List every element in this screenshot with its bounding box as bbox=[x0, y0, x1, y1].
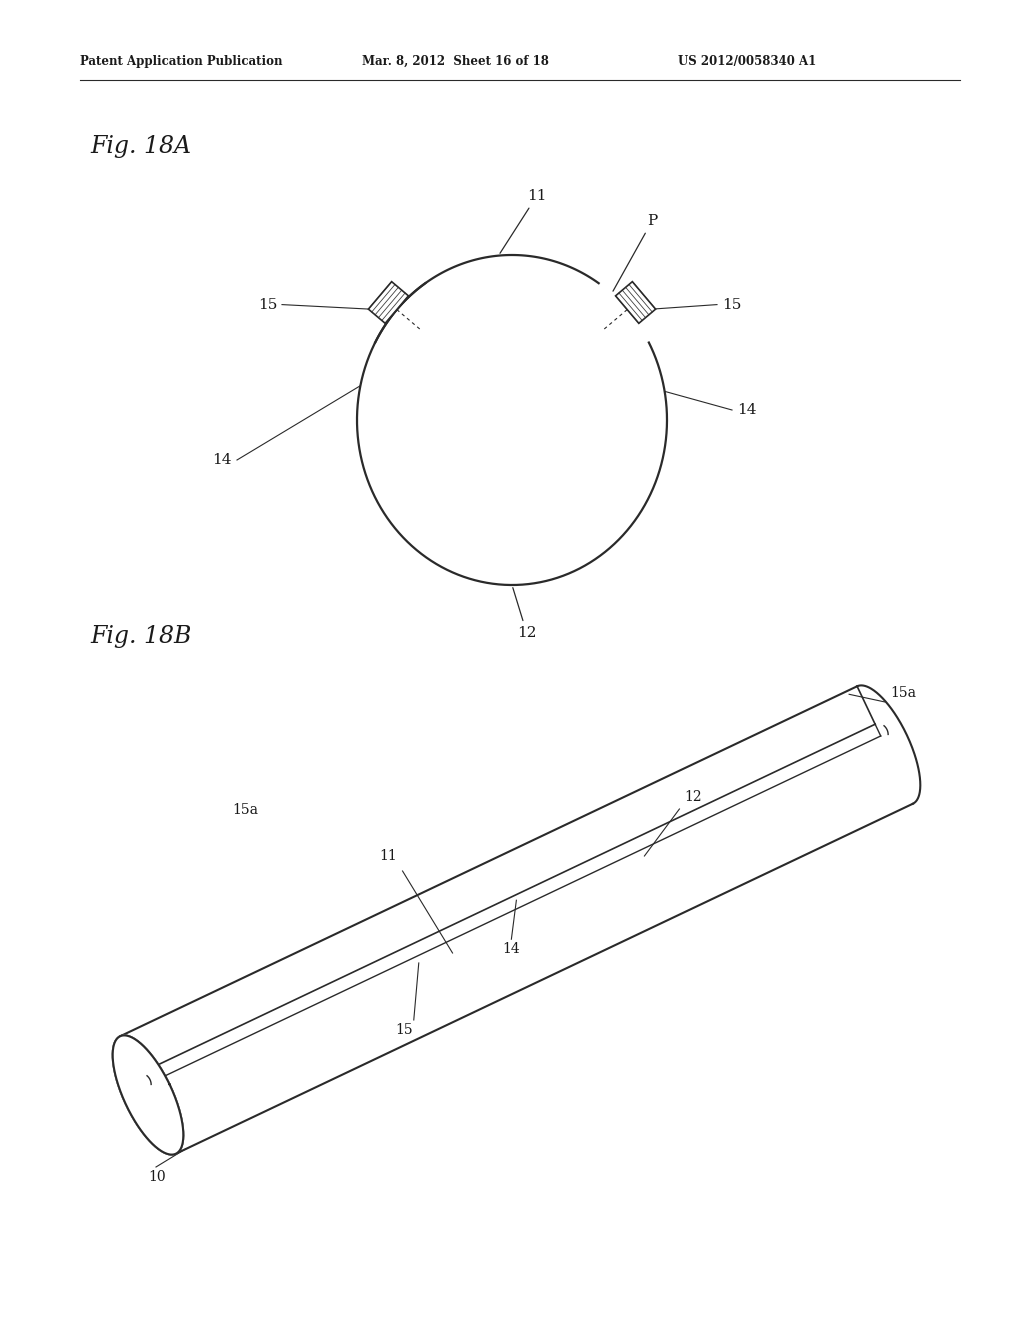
Text: Fig. 18B: Fig. 18B bbox=[90, 624, 191, 648]
Text: 14: 14 bbox=[737, 403, 757, 417]
Text: 11: 11 bbox=[380, 849, 397, 863]
Text: 15a: 15a bbox=[232, 803, 258, 817]
Text: Patent Application Publication: Patent Application Publication bbox=[80, 55, 283, 69]
Text: 12: 12 bbox=[513, 587, 537, 640]
Polygon shape bbox=[615, 281, 655, 323]
Text: 15: 15 bbox=[395, 1023, 413, 1038]
Text: US 2012/0058340 A1: US 2012/0058340 A1 bbox=[678, 55, 816, 69]
Text: 14: 14 bbox=[213, 453, 232, 467]
Text: 11: 11 bbox=[500, 189, 547, 253]
Polygon shape bbox=[113, 1035, 183, 1155]
Text: Mar. 8, 2012  Sheet 16 of 18: Mar. 8, 2012 Sheet 16 of 18 bbox=[362, 55, 549, 69]
Polygon shape bbox=[369, 281, 409, 323]
Text: 12: 12 bbox=[684, 789, 702, 804]
Text: Fig. 18A: Fig. 18A bbox=[90, 135, 191, 158]
Text: 14: 14 bbox=[503, 942, 520, 956]
Text: P: P bbox=[613, 214, 657, 292]
Text: 15a: 15a bbox=[890, 686, 916, 700]
Text: 10: 10 bbox=[148, 1170, 166, 1184]
Text: 15: 15 bbox=[722, 297, 741, 312]
Text: 15: 15 bbox=[258, 297, 278, 312]
